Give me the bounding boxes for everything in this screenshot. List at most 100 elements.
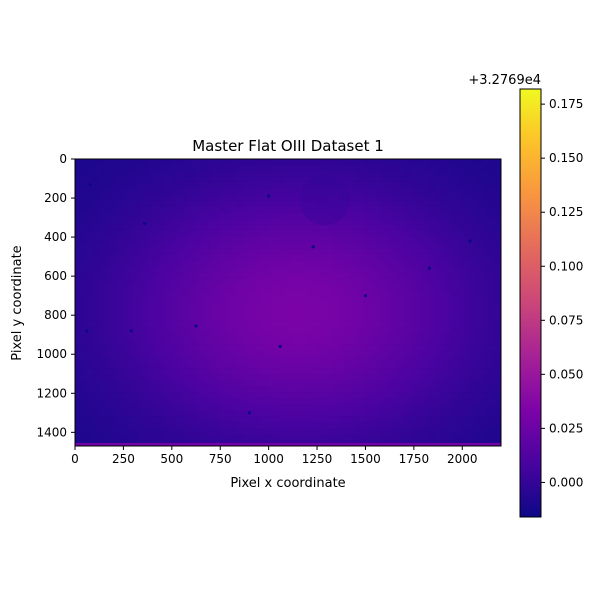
colorbar-gradient <box>519 88 542 518</box>
heatmap-cell <box>87 188 94 196</box>
heatmap-cell <box>339 404 346 411</box>
heatmap-cell <box>429 434 436 441</box>
heatmap-cell <box>135 290 142 298</box>
heatmap-cell <box>333 416 340 423</box>
heatmap-cell <box>489 422 496 429</box>
heatmap-cell <box>489 236 496 244</box>
heatmap-cell <box>399 248 406 256</box>
heatmap-cell <box>471 230 478 238</box>
heatmap-cell <box>231 278 238 286</box>
heatmap-cell <box>441 362 448 369</box>
heatmap-cell <box>435 272 442 280</box>
heatmap-cell <box>387 182 394 190</box>
heatmap-cell <box>393 374 400 381</box>
heatmap-cell <box>87 254 94 262</box>
heatmap-cell <box>375 308 382 316</box>
heatmap-cell <box>279 410 286 417</box>
heatmap-cell <box>165 344 172 351</box>
heatmap-cell <box>189 374 196 381</box>
heatmap-cell <box>459 230 466 238</box>
heatmap-cell <box>165 398 172 405</box>
heatmap-cell <box>225 416 232 423</box>
heatmap-cell <box>147 350 154 357</box>
heatmap-cell <box>321 344 328 351</box>
heatmap-cell <box>381 308 388 316</box>
heatmap-cell <box>465 344 472 351</box>
heatmap-cell <box>459 392 466 399</box>
heatmap-cell <box>375 416 382 423</box>
heatmap-cell <box>243 260 250 268</box>
heatmap-cell <box>279 248 286 256</box>
heatmap-cell <box>447 224 454 232</box>
heatmap-cell <box>267 242 274 250</box>
heatmap-cell <box>489 332 496 339</box>
heatmap-cell <box>81 188 88 196</box>
heatmap-cell <box>243 422 250 429</box>
heatmap-cell <box>351 284 358 292</box>
heatmap-cell <box>477 170 484 178</box>
heatmap-cell <box>465 374 472 381</box>
heatmap-cell <box>279 218 286 226</box>
heatmap-cell <box>411 242 418 250</box>
heatmap-cell <box>375 236 382 244</box>
heatmap-cell <box>135 182 142 190</box>
heatmap-cell <box>483 236 490 244</box>
heatmap-cell <box>153 182 160 190</box>
heatmap-cell <box>279 182 286 190</box>
heatmap-cell <box>135 410 142 417</box>
heatmap-cell <box>309 380 316 387</box>
heatmap-cell <box>243 230 250 238</box>
heatmap-cell <box>261 248 268 256</box>
heatmap-cell <box>339 164 346 172</box>
heatmap-cell <box>483 248 490 256</box>
heatmap-cell <box>405 159 412 166</box>
heatmap-cell <box>285 284 292 292</box>
heatmap-cell <box>99 350 106 357</box>
heatmap-cell <box>213 194 220 202</box>
heatmap-cell <box>87 338 94 345</box>
heatmap-cell <box>165 242 172 250</box>
heatmap-cell <box>117 374 124 381</box>
heatmap-cell <box>333 254 340 262</box>
heatmap-cell <box>447 284 454 292</box>
heatmap-cell <box>447 368 454 375</box>
heatmap-cell <box>105 350 112 357</box>
heatmap-cell <box>315 332 322 339</box>
heatmap-cell <box>195 296 202 304</box>
heatmap-cell <box>195 182 202 190</box>
heatmap-cell <box>411 200 418 208</box>
heatmap-cell <box>135 236 142 244</box>
heatmap-cell <box>213 296 220 304</box>
heatmap-cell <box>255 314 262 322</box>
heatmap-cell <box>345 194 352 202</box>
heatmap-cell <box>87 212 94 220</box>
heatmap-cell <box>129 206 136 214</box>
heatmap-cell <box>141 362 148 369</box>
heatmap-cell <box>489 386 496 393</box>
heatmap-cell <box>159 200 166 208</box>
heatmap-cell <box>219 212 226 220</box>
heatmap-cell <box>225 159 232 166</box>
heatmap-cell <box>243 296 250 304</box>
heatmap-cell <box>417 344 424 351</box>
heatmap-cell <box>111 230 118 238</box>
heatmap-cell <box>273 182 280 190</box>
heatmap-cell <box>183 350 190 357</box>
heatmap-cell <box>429 362 436 369</box>
heatmap-cell <box>345 428 352 435</box>
heatmap-cell <box>81 164 88 172</box>
heatmap-cell <box>411 224 418 232</box>
heatmap-cell <box>387 242 394 250</box>
heatmap-cell <box>165 320 172 328</box>
heatmap-cell <box>201 188 208 196</box>
heatmap-cell <box>75 386 82 393</box>
heatmap-cell <box>291 410 298 417</box>
heatmap-cell <box>183 230 190 238</box>
heatmap-cell <box>429 332 436 339</box>
heatmap-cell <box>261 308 268 316</box>
heatmap-cell <box>249 248 256 256</box>
heatmap-cell <box>93 290 100 298</box>
heatmap-cell <box>75 296 82 304</box>
heatmap-cell <box>303 206 310 214</box>
heatmap-cell <box>315 404 322 411</box>
